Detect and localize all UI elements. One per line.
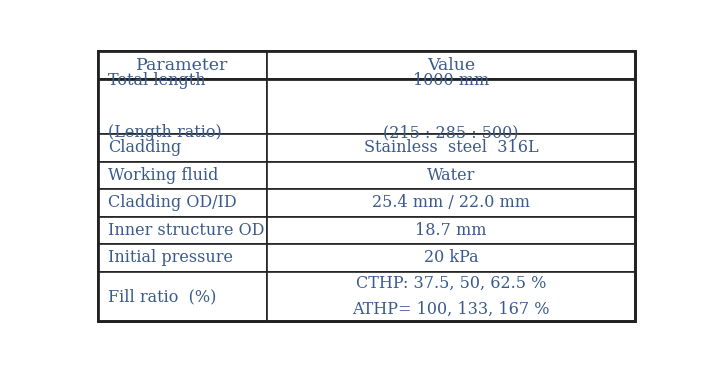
Bar [267,51,635,79]
Bar [98,217,267,244]
Bar [98,79,267,134]
Bar [267,134,635,162]
Text: 18.7 mm: 18.7 mm [415,222,487,239]
Text: Cladding: Cladding [108,139,181,156]
Text: CTHP: 37.5, 50, 62.5 %
ATHP= 100, 133, 167 %: CTHP: 37.5, 50, 62.5 % ATHP= 100, 133, 1… [352,275,550,318]
Bar [98,272,267,321]
Bar [98,162,267,189]
Bar [98,51,267,79]
Bar [267,162,635,189]
Text: Value: Value [427,57,475,74]
Bar [267,244,635,272]
Bar [98,189,267,217]
Text: Water: Water [427,167,475,184]
Text: Initial pressure: Initial pressure [108,249,232,266]
Bar [267,217,635,244]
Text: Total length

(Length ratio): Total length (Length ratio) [108,72,222,141]
Text: 1000 mm

(215 : 285 : 500): 1000 mm (215 : 285 : 500) [383,72,519,141]
Text: Parameter: Parameter [136,57,229,74]
Text: Cladding OD/ID: Cladding OD/ID [108,194,236,211]
Text: 25.4 mm / 22.0 mm: 25.4 mm / 22.0 mm [372,194,530,211]
Text: Fill ratio  (%): Fill ratio (%) [108,288,216,305]
Bar [98,244,267,272]
Bar [267,79,635,134]
Text: Stainless  steel  316L: Stainless steel 316L [364,139,538,156]
Bar [267,189,635,217]
Text: 20 kPa: 20 kPa [424,249,478,266]
Bar [267,272,635,321]
Bar [98,134,267,162]
Text: Working fluid: Working fluid [108,167,218,184]
Text: Inner structure OD: Inner structure OD [108,222,264,239]
